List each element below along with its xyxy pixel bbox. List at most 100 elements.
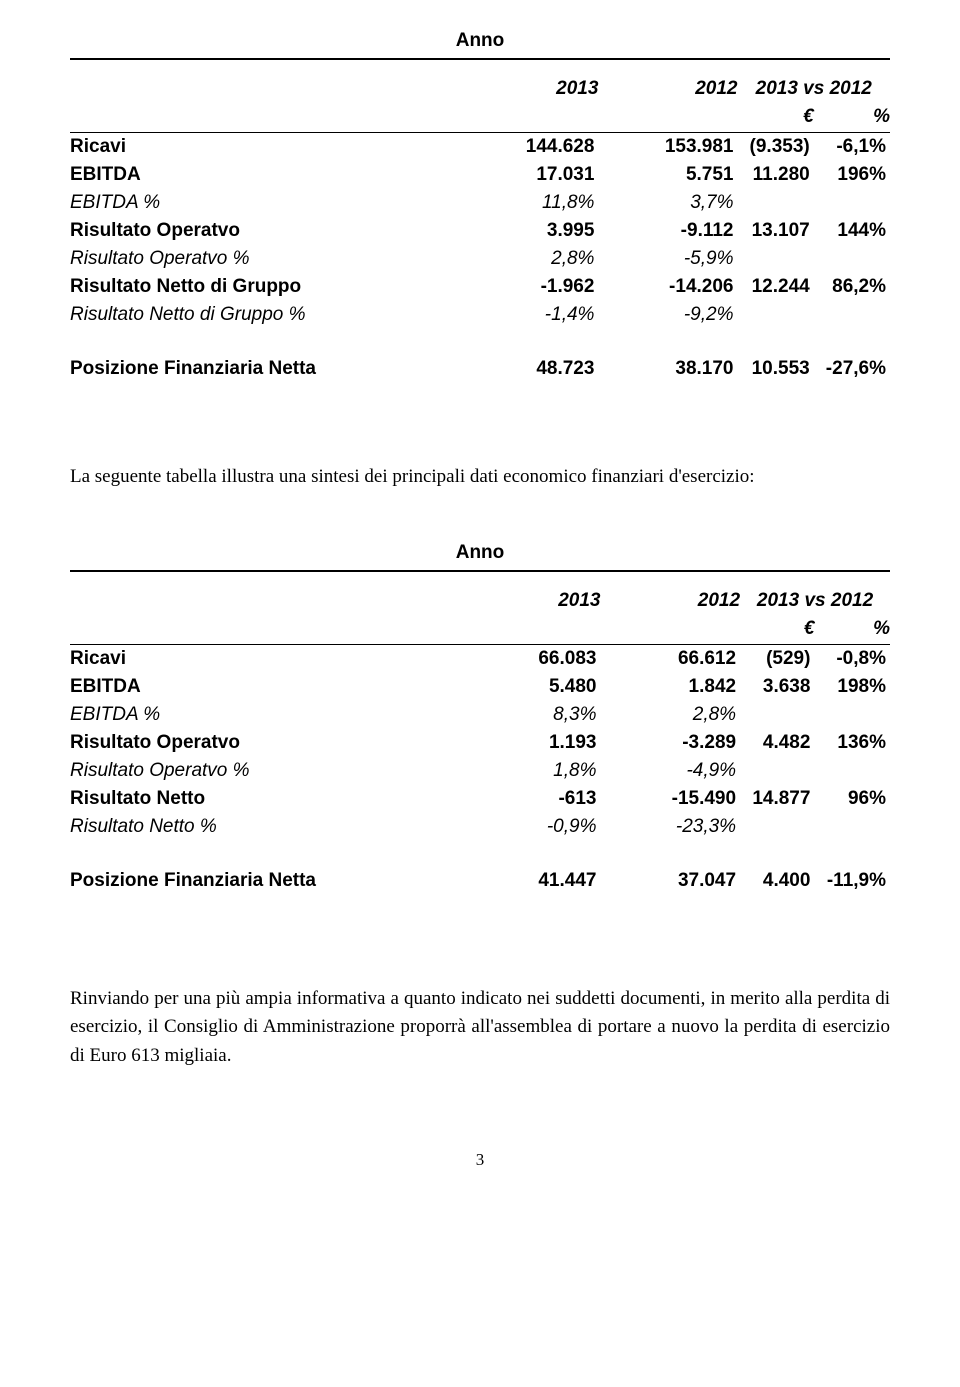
- table1-cell-y2: -9.112: [598, 217, 737, 245]
- table1-cell-pct: [814, 245, 890, 273]
- table1-body: Ricavi144.628153.981(9.353)-6,1%EBITDA17…: [70, 133, 890, 330]
- table2-cell-label: EBITDA: [70, 673, 461, 701]
- table2-cell-pct: 136%: [814, 729, 890, 757]
- table1-cell-y2: 5.751: [598, 161, 737, 189]
- table2-cell-eur: [740, 757, 814, 785]
- table2-cell-label: Risultato Operatvo: [70, 729, 461, 757]
- table2-cell-eur: 3.638: [740, 673, 814, 701]
- table2-cell-y2: -23,3%: [600, 813, 740, 841]
- table2-cell-pct: [814, 701, 890, 729]
- table1-cell-label: EBITDA %: [70, 189, 459, 217]
- table2-cell-y2: 66.612: [600, 644, 740, 673]
- table2-cell-y2: -4,9%: [600, 757, 740, 785]
- table1-cell-eur: 13.107: [738, 217, 814, 245]
- pfn-pct: -27,6%: [814, 355, 890, 383]
- table2-cell-pct: 96%: [814, 785, 890, 813]
- pfn-label: Posizione Finanziaria Netta: [70, 355, 459, 383]
- table2-header-diff: 2013 vs 2012: [740, 572, 890, 618]
- table2-cell-label: Risultato Netto %: [70, 813, 461, 841]
- table2-body: Ricavi66.08366.612(529)-0,8%EBITDA5.4801…: [70, 644, 890, 841]
- table2-cell-label: Risultato Operatvo %: [70, 757, 461, 785]
- table2-cell-y1: 1,8%: [461, 757, 601, 785]
- table2-cell-pct: [814, 813, 890, 841]
- table2-header-eur: €: [740, 618, 814, 645]
- table1-pfn-row: Posizione Finanziaria Netta 48.723 38.17…: [70, 355, 890, 383]
- pfn-eur: 10.553: [738, 355, 814, 383]
- table1-cell-pct: 196%: [814, 161, 890, 189]
- table2-cell-label: Ricavi: [70, 644, 461, 673]
- table1-cell-eur: 12.244: [738, 273, 814, 301]
- table1-header-pct: %: [814, 106, 890, 133]
- pfn-y2: 38.170: [598, 355, 737, 383]
- pfn2-y1: 41.447: [461, 867, 601, 895]
- table-row: Risultato Netto-613-15.49014.87796%: [70, 785, 890, 813]
- table1-cell-label: EBITDA: [70, 161, 459, 189]
- table1-cell-label: Ricavi: [70, 133, 459, 162]
- table-row: Risultato Operatvo %1,8%-4,9%: [70, 757, 890, 785]
- table1-header-y2: 2012: [598, 60, 737, 106]
- table1-cell-y1: 3.995: [459, 217, 598, 245]
- table2-header-pct: %: [814, 618, 890, 645]
- table1-cell-eur: 11.280: [738, 161, 814, 189]
- table2-cell-y2: -3.289: [600, 729, 740, 757]
- table1-title: Anno: [70, 30, 890, 60]
- table1-cell-y1: -1.962: [459, 273, 598, 301]
- table2-cell-label: EBITDA %: [70, 701, 461, 729]
- table2-cell-y2: -15.490: [600, 785, 740, 813]
- table1-cell-y1: -1,4%: [459, 301, 598, 329]
- table1-cell-pct: -6,1%: [814, 133, 890, 162]
- table2-cell-pct: [814, 757, 890, 785]
- table1-cell-y1: 144.628: [459, 133, 598, 162]
- table2-cell-pct: -0,8%: [814, 644, 890, 673]
- table1-cell-y2: 153.981: [598, 133, 737, 162]
- table2-header-y2: 2012: [600, 572, 740, 618]
- table1-cell-eur: [738, 301, 814, 329]
- table2-cell-y1: -613: [461, 785, 601, 813]
- pfn-y1: 48.723: [459, 355, 598, 383]
- table1-cell-label: Risultato Netto di Gruppo: [70, 273, 459, 301]
- table-row: Ricavi144.628153.981(9.353)-6,1%: [70, 133, 890, 162]
- page-number: 3: [70, 1150, 890, 1170]
- table2-cell-y1: 8,3%: [461, 701, 601, 729]
- table1: 2013 2012 2013 vs 2012 € % Ricavi144.628…: [70, 60, 890, 383]
- table2-cell-y1: 66.083: [461, 644, 601, 673]
- table-row: Risultato Operatvo %2,8%-5,9%: [70, 245, 890, 273]
- table1-cell-y1: 17.031: [459, 161, 598, 189]
- table2-cell-eur: [740, 813, 814, 841]
- table2-header-y1: 2013: [461, 572, 601, 618]
- table2-cell-y2: 2,8%: [600, 701, 740, 729]
- table1-cell-label: Risultato Operatvo: [70, 217, 459, 245]
- table1-cell-pct: 86,2%: [814, 273, 890, 301]
- table1-cell-label: Risultato Operatvo %: [70, 245, 459, 273]
- table1-cell-pct: [814, 189, 890, 217]
- table-row: Risultato Netto %-0,9%-23,3%: [70, 813, 890, 841]
- table1-cell-pct: 144%: [814, 217, 890, 245]
- table-row: Risultato Netto di Gruppo %-1,4%-9,2%: [70, 301, 890, 329]
- table1-cell-pct: [814, 301, 890, 329]
- pfn2-y2: 37.047: [600, 867, 740, 895]
- table2-cell-eur: [740, 701, 814, 729]
- table2-title: Anno: [70, 542, 890, 572]
- table2-cell-y1: 5.480: [461, 673, 601, 701]
- table-row: Risultato Netto di Gruppo-1.962-14.20612…: [70, 273, 890, 301]
- pfn2-eur: 4.400: [740, 867, 814, 895]
- table-row: EBITDA5.4801.8423.638198%: [70, 673, 890, 701]
- table2-cell-eur: (529): [740, 644, 814, 673]
- table2: 2013 2012 2013 vs 2012 € % Ricavi66.0836…: [70, 572, 890, 895]
- table1-cell-eur: [738, 189, 814, 217]
- table1-header-eur: €: [738, 106, 814, 133]
- table2-cell-y2: 1.842: [600, 673, 740, 701]
- table1-cell-label: Risultato Netto di Gruppo %: [70, 301, 459, 329]
- table2-cell-y1: 1.193: [461, 729, 601, 757]
- table1-cell-y2: -5,9%: [598, 245, 737, 273]
- table2-cell-y1: -0,9%: [461, 813, 601, 841]
- table1-cell-y1: 11,8%: [459, 189, 598, 217]
- table2-pfn-row: Posizione Finanziaria Netta 41.447 37.04…: [70, 867, 890, 895]
- table-row: EBITDA %11,8%3,7%: [70, 189, 890, 217]
- table-row: Risultato Operatvo1.193-3.2894.482136%: [70, 729, 890, 757]
- table1-cell-y1: 2,8%: [459, 245, 598, 273]
- closing-text: Rinviando per una più ampia informativa …: [70, 985, 890, 1071]
- table-row: EBITDA %8,3%2,8%: [70, 701, 890, 729]
- pfn2-label: Posizione Finanziaria Netta: [70, 867, 461, 895]
- pfn2-pct: -11,9%: [814, 867, 890, 895]
